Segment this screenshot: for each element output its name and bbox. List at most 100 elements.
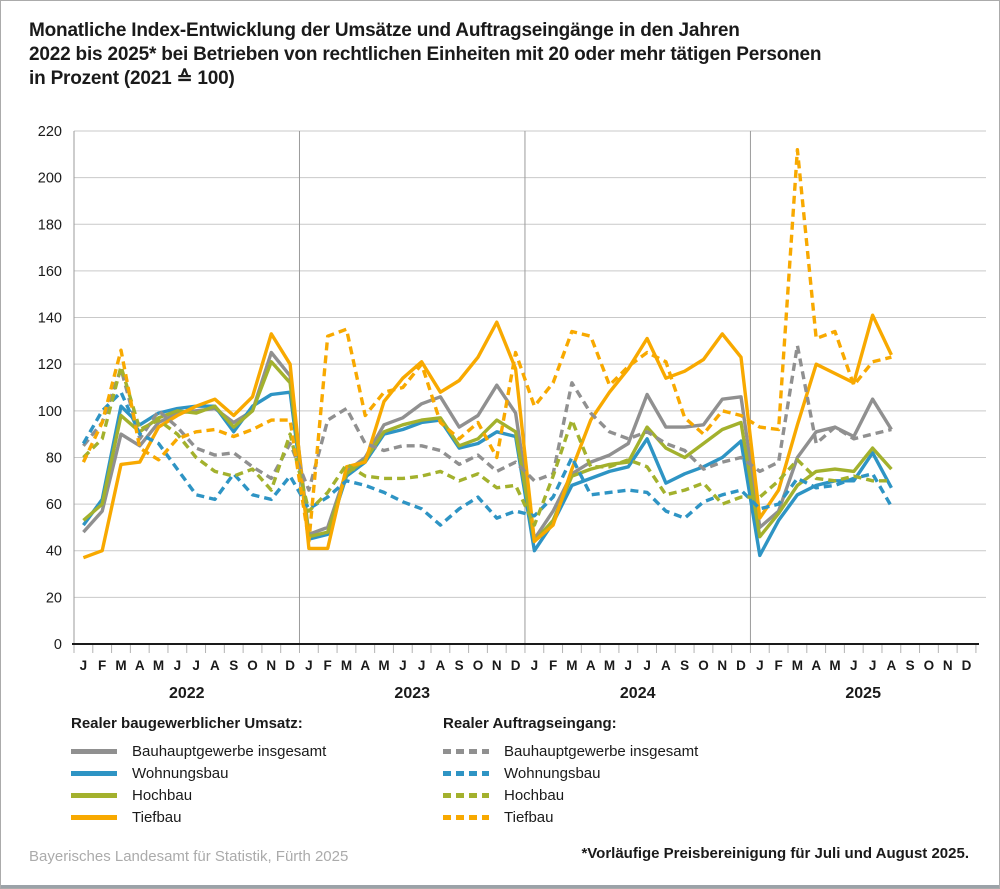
legend-item-umsatz-hochbau: Hochbau xyxy=(71,784,326,806)
legend-item-auftrag-tiefbau: Tiefbau xyxy=(443,806,698,828)
svg-text:100: 100 xyxy=(38,404,62,420)
legend-swatch-auftrag-wohnungsbau xyxy=(443,770,489,776)
svg-text:J: J xyxy=(625,658,633,673)
title-line-1: Monatliche Index-Entwicklung der Umsätze… xyxy=(29,20,740,41)
svg-text:J: J xyxy=(756,658,764,673)
legend-swatch-umsatz-gesamt xyxy=(71,748,117,754)
footnote-text: *Vorläufige Preisbereinigung für Juli un… xyxy=(581,845,969,862)
svg-text:A: A xyxy=(436,658,446,673)
legend-label-umsatz-wohnungsbau: Wohnungsbau xyxy=(132,764,229,782)
svg-text:J: J xyxy=(850,658,858,673)
svg-text:F: F xyxy=(324,658,332,673)
svg-text:M: M xyxy=(378,658,389,673)
year-separators xyxy=(73,131,751,644)
series-lines xyxy=(81,147,893,560)
series-umsatz-gesamt xyxy=(82,350,893,541)
svg-text:0: 0 xyxy=(54,637,62,653)
svg-text:2022: 2022 xyxy=(169,685,205,702)
legend-swatch-auftrag-gesamt xyxy=(443,748,489,754)
legend-label-umsatz-tiefbau: Tiefbau xyxy=(132,808,182,826)
svg-text:S: S xyxy=(455,658,464,673)
svg-text:60: 60 xyxy=(46,497,62,513)
svg-text:O: O xyxy=(247,658,258,673)
series-auftrag-wohnungsbau xyxy=(81,390,893,527)
svg-text:A: A xyxy=(811,658,821,673)
legend-swatch-umsatz-wohnungsbau xyxy=(71,770,117,776)
legend-umsatz: Realer baugewerblicher Umsatz: Bauhauptg… xyxy=(71,715,326,828)
legend-label-umsatz-hochbau: Hochbau xyxy=(132,786,193,804)
legend-auftrag-header: Realer Auftragseingang: xyxy=(443,715,617,732)
y-axis-labels: 0 20 40 60 80 100 120 140 160 180 200 220 xyxy=(38,124,62,653)
svg-text:120: 120 xyxy=(38,357,62,373)
svg-text:M: M xyxy=(566,658,577,673)
svg-text:A: A xyxy=(586,658,596,673)
legend-item-umsatz-tiefbau: Tiefbau xyxy=(71,806,326,828)
legend-swatch-auftrag-tiefbau xyxy=(443,814,489,820)
svg-text:D: D xyxy=(511,658,521,673)
svg-text:M: M xyxy=(341,658,352,673)
svg-text:A: A xyxy=(886,658,896,673)
svg-text:140: 140 xyxy=(38,311,62,327)
gridlines xyxy=(74,130,986,598)
svg-text:F: F xyxy=(98,658,106,673)
series-auftrag-gesamt xyxy=(82,343,892,492)
legend-umsatz-header: Realer baugewerblicher Umsatz: xyxy=(71,715,303,732)
svg-text:A: A xyxy=(210,658,220,673)
legend-item-umsatz-wohnungsbau: Wohnungsbau xyxy=(71,762,326,784)
svg-text:J: J xyxy=(643,658,651,673)
svg-text:J: J xyxy=(80,658,88,673)
svg-text:M: M xyxy=(792,658,803,673)
legend-label-auftrag-wohnungsbau: Wohnungsbau xyxy=(504,764,601,782)
svg-text:S: S xyxy=(229,658,238,673)
svg-text:O: O xyxy=(698,658,709,673)
svg-text:A: A xyxy=(135,658,145,673)
series-umsatz-wohnungsbau xyxy=(82,390,893,558)
svg-text:N: N xyxy=(492,658,502,673)
svg-text:J: J xyxy=(192,658,200,673)
svg-text:A: A xyxy=(360,658,370,673)
source-text: Bayerisches Landesamt für Statistik, Für… xyxy=(29,848,349,865)
svg-text:N: N xyxy=(266,658,276,673)
svg-text:J: J xyxy=(869,658,877,673)
bottom-divider xyxy=(1,885,999,888)
title-line-2: 2022 bis 2025* bei Betrieben von rechtli… xyxy=(29,44,822,65)
title-line-3: in Prozent (2021 ≙ 100) xyxy=(29,68,235,89)
series-auftrag-tiefbau xyxy=(81,147,892,544)
svg-text:M: M xyxy=(115,658,126,673)
svg-text:M: M xyxy=(604,658,615,673)
svg-text:J: J xyxy=(418,658,426,673)
legend-swatch-umsatz-hochbau xyxy=(71,792,117,798)
svg-text:J: J xyxy=(531,658,539,673)
svg-text:J: J xyxy=(399,658,407,673)
legend-auftrag: Realer Auftragseingang: Bauhauptgewerbe … xyxy=(443,715,698,828)
legend-label-auftrag-tiefbau: Tiefbau xyxy=(504,808,554,826)
svg-text:M: M xyxy=(153,658,164,673)
svg-text:O: O xyxy=(473,658,484,673)
svg-text:J: J xyxy=(174,658,182,673)
page-title: Monatliche Index-Entwicklung der Umsätze… xyxy=(29,19,979,91)
svg-text:D: D xyxy=(736,658,746,673)
svg-text:80: 80 xyxy=(46,450,62,466)
svg-text:160: 160 xyxy=(38,264,62,280)
legend-item-auftrag-wohnungsbau: Wohnungsbau xyxy=(443,762,698,784)
svg-text:D: D xyxy=(285,658,295,673)
svg-text:180: 180 xyxy=(38,217,62,233)
svg-text:S: S xyxy=(680,658,689,673)
svg-text:M: M xyxy=(829,658,840,673)
legend-label-auftrag-gesamt: Bauhauptgewerbe insgesamt xyxy=(504,742,699,760)
series-umsatz-tiefbau xyxy=(82,313,893,560)
legend-item-auftrag-gesamt: Bauhauptgewerbe insgesamt xyxy=(443,740,698,762)
legend-item-umsatz-gesamt: Bauhauptgewerbe insgesamt xyxy=(71,740,326,762)
svg-text:F: F xyxy=(775,658,783,673)
svg-text:S: S xyxy=(906,658,915,673)
svg-text:2025: 2025 xyxy=(845,685,881,702)
svg-text:N: N xyxy=(943,658,953,673)
svg-text:2024: 2024 xyxy=(620,685,656,702)
svg-text:20: 20 xyxy=(46,590,62,606)
svg-text:40: 40 xyxy=(46,544,62,560)
legend-swatch-auftrag-hochbau xyxy=(443,792,489,798)
svg-text:D: D xyxy=(962,658,972,673)
legend-label-auftrag-hochbau: Hochbau xyxy=(504,786,565,804)
